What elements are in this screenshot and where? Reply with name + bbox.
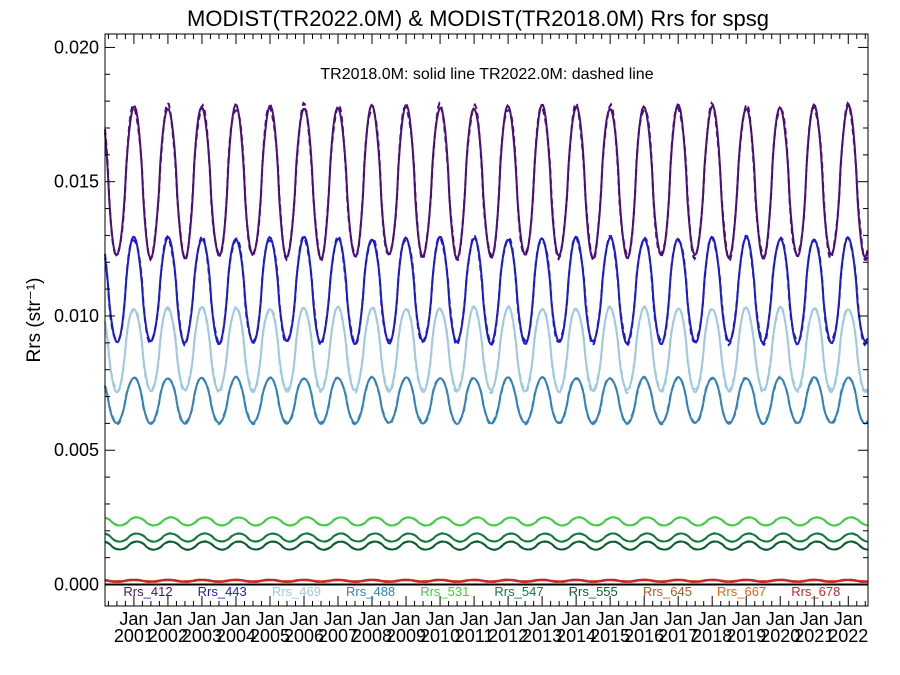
y-axis-label: Rrs (str⁻¹) (24, 278, 45, 363)
series-line-rrs-555-tr2022 (104, 540, 868, 551)
y-tick-label: 0.000 (54, 575, 99, 595)
x-tick-label-month: Jan (392, 609, 421, 629)
legend-item: Rrs_555 (569, 584, 618, 599)
plot-frame (104, 33, 869, 607)
x-tick-label-year: 2020 (760, 626, 800, 646)
series-line-rrs-443-tr2022 (104, 234, 869, 347)
x-tick-label-year: 2021 (794, 626, 834, 646)
x-tick-label-year: 2016 (624, 626, 664, 646)
x-tick-label-year: 2008 (352, 626, 392, 646)
x-tick-label-month: Jan (698, 609, 727, 629)
y-axis: 0.000 0.005 0.010 0.015 0.020 (54, 37, 868, 595)
x-tick-label-month: Jan (255, 609, 284, 629)
x-tick-label-year: 2006 (284, 626, 324, 646)
y-tick-label: 0.015 (54, 172, 99, 192)
legend-item: Rrs_488 (346, 584, 395, 599)
y-tick-label: 0.010 (54, 306, 99, 326)
legend-item: Rrs_645 (643, 584, 692, 599)
y-tick-label: 0.020 (54, 37, 99, 57)
x-tick-label-month: Jan (324, 609, 353, 629)
legend-item: Rrs_531 (420, 584, 469, 599)
x-tick-label-year: 2001 (114, 626, 154, 646)
legend-item: Rrs_667 (717, 584, 766, 599)
x-tick-label-year: 2013 (522, 626, 562, 646)
x-tick-label-year: 2018 (692, 626, 732, 646)
x-tick-label-month: Jan (562, 609, 591, 629)
x-tick-label-month: Jan (494, 609, 523, 629)
x-tick-label-month: Jan (289, 609, 318, 629)
x-tick-label-month: Jan (766, 609, 795, 629)
x-tick-label-month: Jan (460, 609, 489, 629)
x-tick-label-year: 2014 (556, 626, 596, 646)
x-tick-label-month: Jan (221, 609, 250, 629)
x-tick-label-year: 2015 (590, 626, 630, 646)
x-tick-label-year: 2017 (658, 626, 698, 646)
series-line-rrs-488-tr2022 (104, 375, 869, 426)
x-tick-label-year: 2004 (216, 626, 256, 646)
x-tick-label-year: 2002 (148, 626, 188, 646)
series-line-rrs-469-tr2022 (104, 304, 869, 395)
x-tick-label-year: 2019 (726, 626, 766, 646)
x-tick-label-year: 2011 (455, 626, 494, 646)
legend-item: Rrs_412 (123, 584, 172, 599)
x-tick-label-year: 2009 (386, 626, 426, 646)
line-style-note: TR2018.0M: solid line TR2022.0M: dashed … (320, 66, 653, 83)
series-line-rrs-678-tr2022 (104, 578, 868, 583)
x-tick-label-month: Jan (358, 609, 387, 629)
x-tick-label-month: Jan (630, 609, 659, 629)
legend-item: Rrs_678 (791, 584, 840, 599)
x-tick-label-month: Jan (834, 609, 863, 629)
x-tick-label-year: 2005 (250, 626, 290, 646)
x-tick-label-year: 2022 (828, 626, 868, 646)
x-tick-label-year: 2007 (318, 626, 358, 646)
chart-title: MODIST(TR2022.0M) & MODIST(TR2018.0M) Rr… (187, 6, 769, 31)
x-tick-label-year: 2012 (488, 626, 528, 646)
legend-item: Rrs_547 (494, 584, 543, 599)
y-tick-label: 0.005 (54, 440, 99, 460)
x-tick-label-month: Jan (596, 609, 625, 629)
x-tick-label-month: Jan (187, 609, 216, 629)
legend: Rrs_412 Rrs_443 Rrs_469 Rrs_488 Rrs_531 Rrs_5… (123, 584, 840, 599)
series-line-rrs-488-tr2018 (104, 376, 869, 426)
x-tick-label-year: 2003 (182, 626, 222, 646)
plot-lines (104, 101, 869, 583)
legend-item: Rrs_443 (198, 584, 247, 599)
x-tick-label-month: Jan (528, 609, 557, 629)
x-tick-label-month: Jan (153, 609, 182, 629)
series-line-rrs-412-tr2022 (104, 101, 869, 262)
x-tick-label-month: Jan (732, 609, 761, 629)
x-tick-label-year: 2010 (420, 626, 460, 646)
legend-item: Rrs_469 (272, 584, 321, 599)
x-tick-label-month: Jan (664, 609, 693, 629)
x-tick-label-month: Jan (119, 609, 148, 629)
x-tick-label-month: Jan (426, 609, 455, 629)
x-axis: Jan2001Jan2002Jan2003Jan2004Jan2005Jan20… (107, 34, 868, 646)
series-line-rrs-547-tr2022 (104, 532, 868, 543)
x-tick-label-month: Jan (800, 609, 829, 629)
series-line-rrs-531-tr2022 (104, 516, 868, 527)
